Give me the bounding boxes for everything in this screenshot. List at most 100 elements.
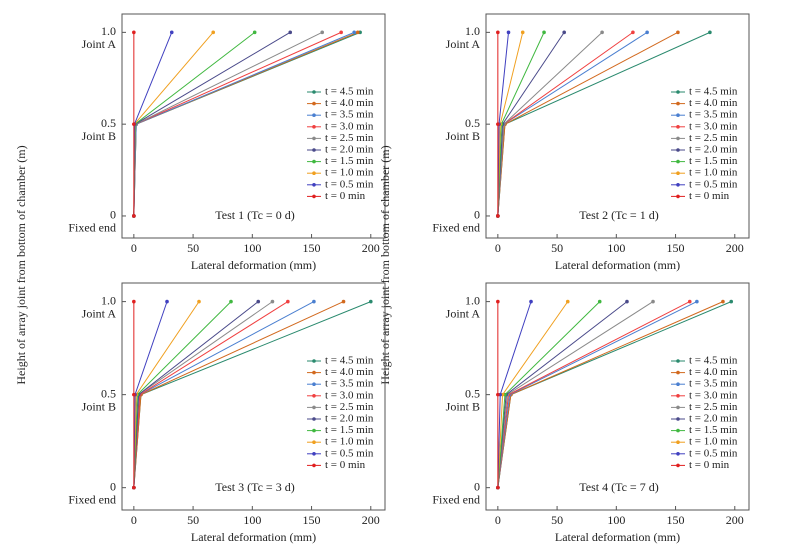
legend-label: t = 3.5 min [325,109,374,121]
x-tick-label: 200 [362,513,380,527]
x-tick-label: 200 [726,241,744,255]
series-line [497,301,698,488]
plot-frame [121,282,386,511]
joint-label: Joint B [446,399,480,413]
legend-marker [312,394,316,398]
legend-marker [312,113,316,117]
series-line [497,31,679,217]
x-tick-label: 0 [495,241,501,255]
y-tick-label: 0 [110,208,116,222]
legend-marker [676,148,680,152]
legend-label: t = 2.0 min [325,413,374,425]
y-tick-label: 0.5 [101,386,116,400]
data-point [625,299,629,304]
legend-label: t = 1.5 min [325,155,374,167]
data-point [496,392,500,397]
joint-label: Joint B [446,129,480,143]
legend-marker [676,440,680,445]
legend-label: t = 0 min [325,459,366,471]
data-point [197,299,201,304]
data-point [355,30,360,35]
legend-marker [312,463,316,468]
legend-marker [676,463,680,468]
legend-label: t = 3.5 min [689,378,738,390]
legend-label: t = 3.0 min [325,389,374,401]
data-point [542,30,546,35]
legend-marker [312,148,316,152]
legend-marker [676,452,680,456]
legend-label: t = 4.5 min [325,355,374,367]
legend-marker [676,405,680,410]
test-label: Test 2 (Tc = 1 d) [579,208,658,222]
joint-label: Fixed end [68,221,116,235]
x-axis-label: Lateral deformation (mm) [191,530,316,544]
legend-marker [676,113,680,117]
data-point [132,485,136,490]
data-point [270,299,275,304]
data-point [565,299,570,304]
data-point [687,299,692,304]
legend-marker [312,159,316,164]
legend-label: t = 4.5 min [689,355,738,367]
x-tick-label: 150 [667,513,685,527]
data-point [352,30,356,35]
x-tick-label: 200 [726,513,744,527]
legend-label: t = 4.5 min [689,86,738,98]
x-tick-label: 150 [303,513,321,527]
x-axis-label: Lateral deformation (mm) [555,530,680,544]
y-tick-label: 1.0 [465,24,480,38]
x-tick-label: 0 [131,241,137,255]
legend-label: t = 3.5 min [325,378,374,390]
data-point [288,30,293,35]
legend-label: t = 2.0 min [325,144,374,156]
data-point [496,30,500,35]
plot-frame [485,282,750,511]
data-point [676,30,680,35]
series-line [133,32,173,216]
legend-label: t = 2.0 min [689,144,738,156]
data-point [597,299,602,304]
x-tick-label: 50 [187,241,199,255]
y-axis-label: Height of array joint from bottom of cha… [378,145,392,384]
legend-marker [676,394,680,398]
legend-label: t = 0.5 min [325,447,374,459]
series-line [133,301,259,488]
joint-label: Fixed end [432,492,480,506]
legend-marker [312,183,316,187]
data-point [211,30,216,35]
series-line [133,301,200,488]
data-point [562,30,566,35]
x-tick-label: 100 [607,513,625,527]
series-line [497,31,603,216]
plot-frame [121,13,386,239]
data-point [506,30,511,35]
data-point [520,30,525,35]
joint-label: Joint A [82,37,117,51]
test-label: Test 4 (Tc = 7 d) [579,480,658,494]
series-line [133,301,232,488]
legend-marker [312,359,316,363]
series-line [133,32,214,216]
legend-label: t = 4.0 min [689,97,738,109]
legend-marker [312,125,316,129]
legend-label: t = 0.5 min [689,447,738,459]
x-tick-label: 100 [607,241,625,255]
y-tick-label: 0 [474,208,480,222]
data-point [631,30,635,35]
legend-label: t = 2.5 min [325,401,374,413]
legend-label: t = 2.5 min [689,132,738,144]
x-axis-label: Lateral deformation (mm) [191,258,316,272]
data-point [320,30,325,35]
legend-label: t = 3.5 min [689,109,738,121]
joint-label: Joint A [446,37,481,51]
data-point [695,299,699,304]
data-point [600,30,604,35]
legend-marker [676,428,680,433]
legend-label: t = 3.0 min [689,389,738,401]
series-line [133,301,344,488]
series-line [133,31,255,216]
data-point [341,299,346,304]
legend-marker [312,452,316,456]
data-point [132,214,136,218]
